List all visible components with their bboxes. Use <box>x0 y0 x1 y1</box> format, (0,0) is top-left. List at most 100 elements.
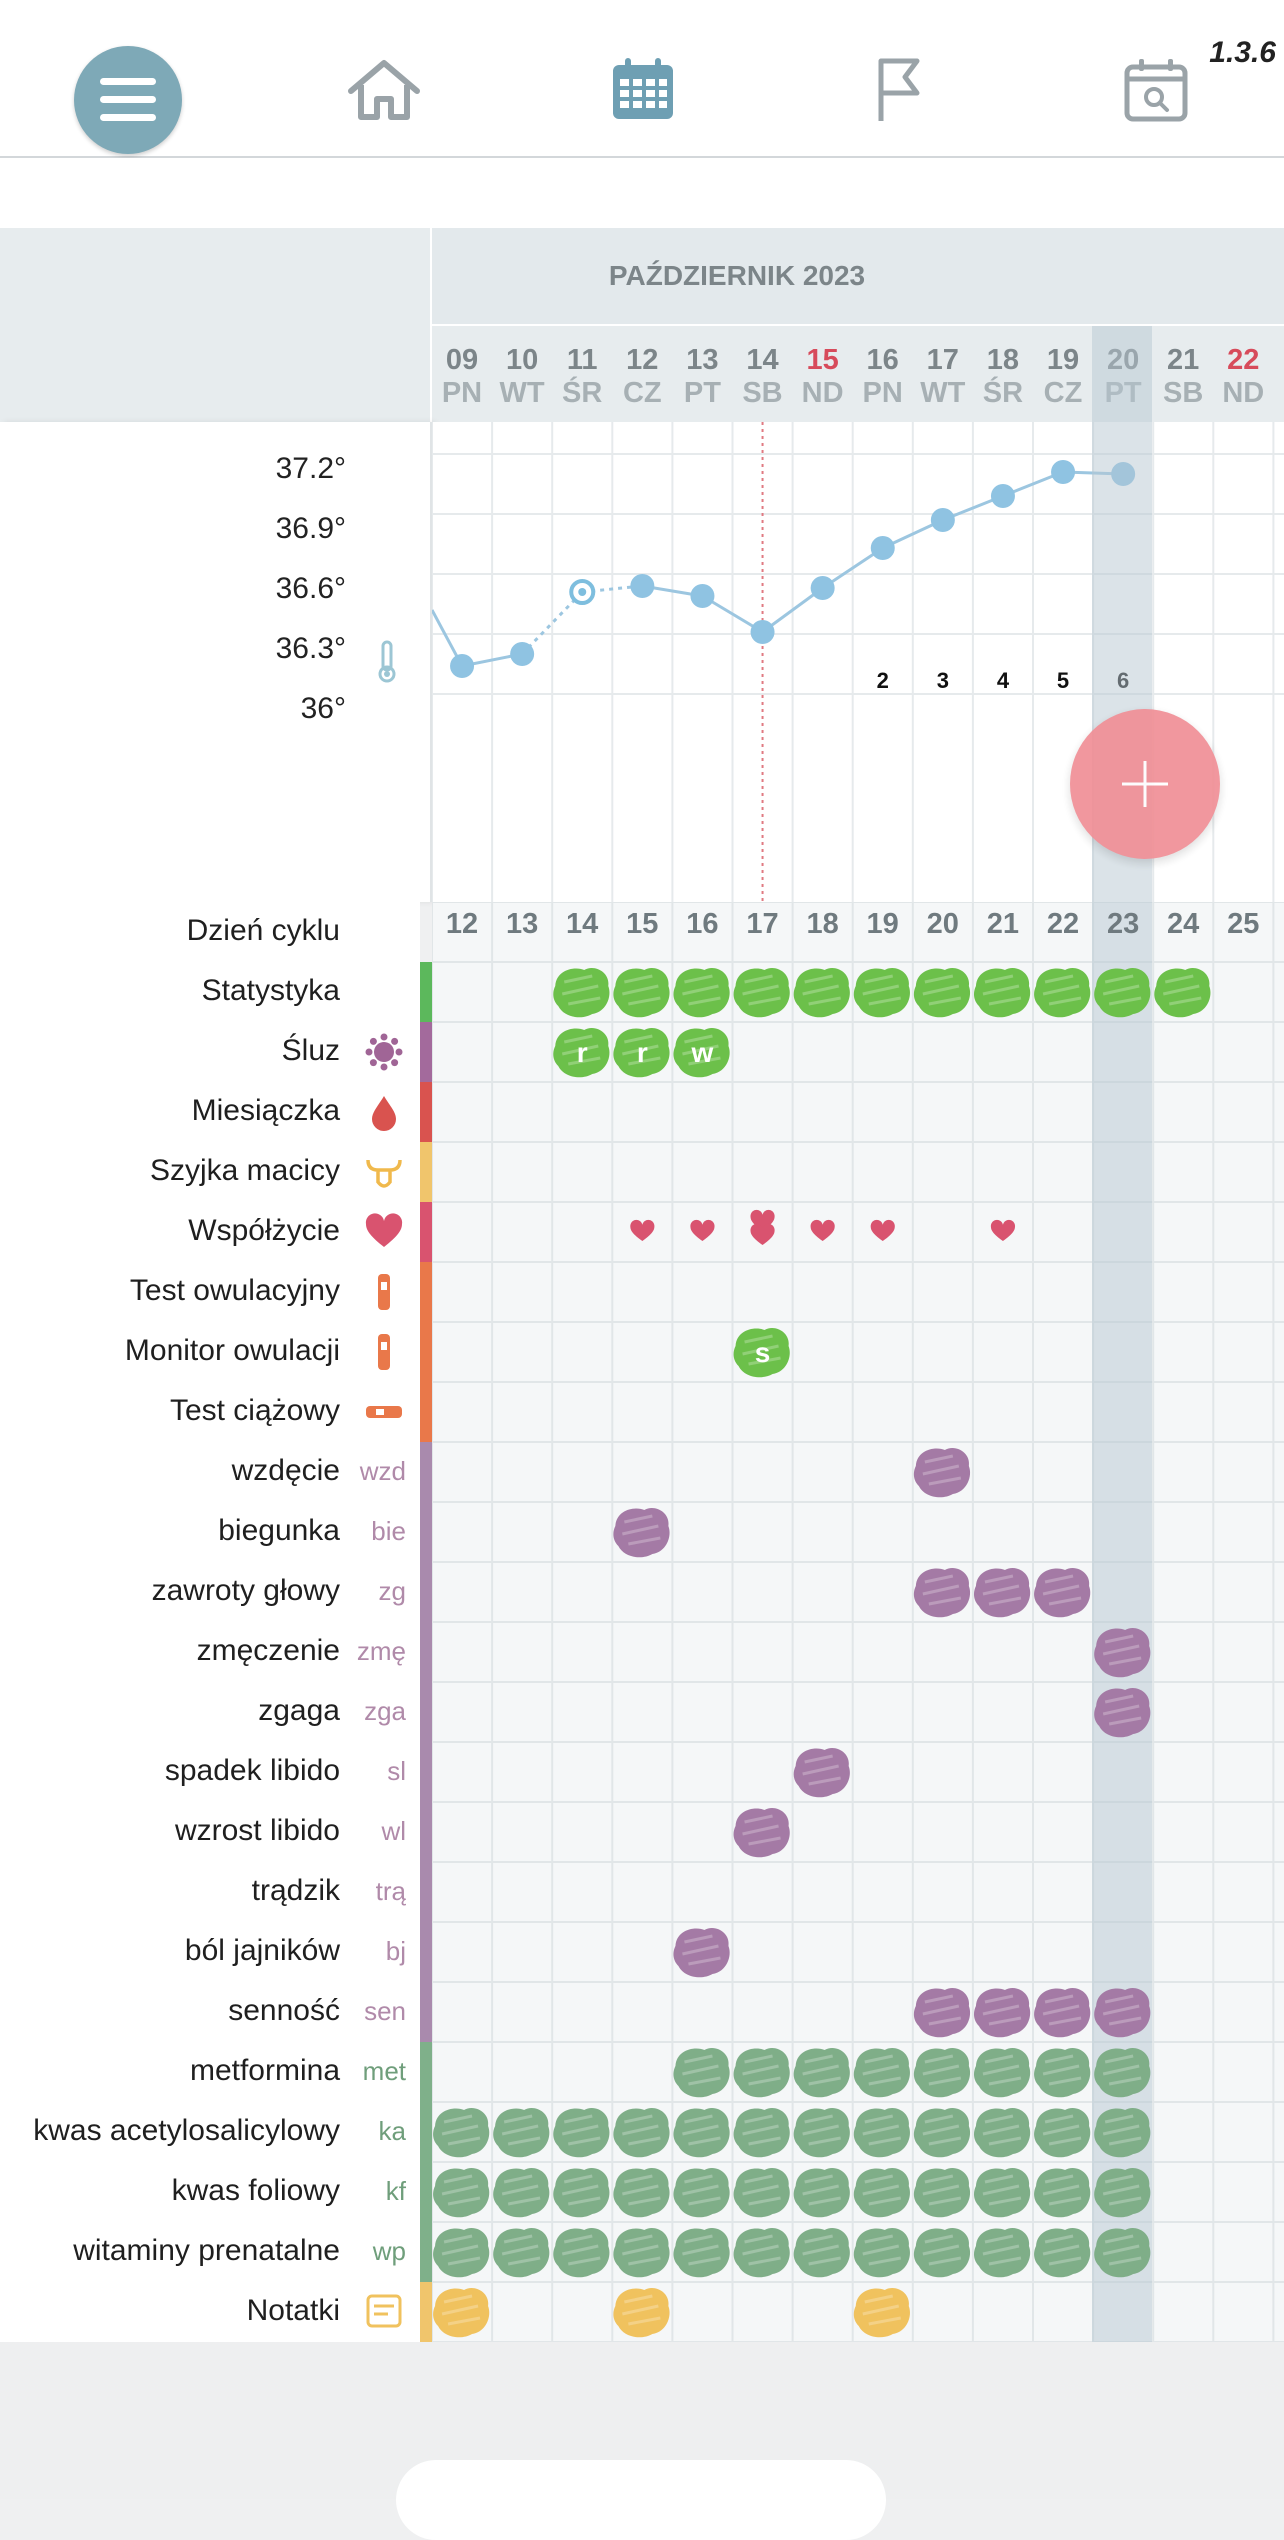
intercourse-heart <box>630 1219 655 1241</box>
medication-mark-texture <box>742 2234 781 2266</box>
cycle-day-cell: 14 <box>566 908 599 940</box>
month-title: PAŹDZIERNIK 2023 <box>608 260 866 291</box>
row-9[interactable]: biegunka bie <box>0 1502 420 1564</box>
medication-mark-texture <box>501 2234 541 2266</box>
row-1[interactable]: Śluz <box>0 1022 420 1084</box>
medication-mark <box>493 2167 550 2218</box>
medication-mark <box>853 2107 910 2158</box>
date-cell[interactable]: 13 PT <box>672 326 732 420</box>
row-8[interactable]: wzdęcie wzd <box>0 1442 420 1504</box>
mucus-letter: r <box>577 1037 588 1068</box>
row-14[interactable]: wzrost libido wl <box>0 1802 420 1864</box>
medication-mark-texture <box>802 2114 841 2146</box>
date-number: 15 <box>806 344 839 376</box>
medication-mark-shape <box>613 2227 670 2278</box>
row-18[interactable]: metformina met <box>0 2042 420 2104</box>
date-cell[interactable]: 18 ŚR <box>973 326 1033 420</box>
medication-mark-texture <box>1042 2174 1082 2206</box>
medication-mark <box>793 2227 850 2278</box>
row-label: biegunka <box>218 1514 340 1547</box>
medication-mark-shape <box>673 2107 730 2158</box>
row-21[interactable]: witaminy prenatalne wp <box>0 2222 420 2284</box>
home-button[interactable] <box>339 45 429 135</box>
row-label: Dzień cyklu <box>186 914 340 947</box>
date-number: 12 <box>626 344 659 376</box>
row-6[interactable]: Monitor owulacji <box>0 1322 420 1384</box>
row-color-strip <box>420 1262 432 1322</box>
row-abbreviation: sen <box>364 1996 406 2026</box>
app-version: 1.3.6 <box>1209 36 1276 69</box>
row-abbreviation: bie <box>371 1516 406 1546</box>
date-cell[interactable]: 16 PN <box>853 326 913 420</box>
medication-mark-texture <box>802 2054 841 2086</box>
row-17[interactable]: senność sen <box>0 1982 420 2044</box>
date-cell[interactable]: 11 ŚR <box>552 326 612 420</box>
medication-mark <box>793 2167 850 2218</box>
symptom-mark-shape <box>1094 1987 1151 2038</box>
statistics-mark <box>673 967 730 1018</box>
row-12[interactable]: zgaga zga <box>0 1682 420 1744</box>
row-22[interactable]: Notatki <box>0 2282 420 2344</box>
row-label: senność <box>228 1994 340 2027</box>
symptom-mark <box>1034 1567 1091 1618</box>
date-cell[interactable]: 22 ND <box>1213 326 1273 420</box>
row-16[interactable]: ból jajników bj <box>0 1922 420 1984</box>
mucus-mark-texture <box>622 1034 661 1066</box>
date-cell[interactable]: 14 SB <box>733 326 793 420</box>
medication-mark <box>913 2227 971 2278</box>
row-abbreviation: zmę <box>356 1636 406 1666</box>
medication-mark <box>673 2047 730 2098</box>
row-label: zgaga <box>258 1694 340 1727</box>
cycle-day-cell: 17 <box>746 908 779 940</box>
date-cell[interactable]: 17 WT <box>913 326 973 420</box>
row-icon <box>364 1392 404 1432</box>
row-color-strip <box>420 1442 432 1502</box>
menu-button[interactable] <box>74 46 182 154</box>
temperature-chart[interactable]: 23456 <box>430 422 1284 902</box>
symptom-mark-shape <box>613 1507 670 1558</box>
date-cell[interactable]: 12 CZ <box>612 326 672 420</box>
row-13[interactable]: spadek libido sl <box>0 1742 420 1804</box>
row-7[interactable]: Test ciążowy <box>0 1382 420 1444</box>
date-cell[interactable]: 09 PN <box>432 326 492 420</box>
medication-mark <box>913 2047 971 2098</box>
row-0[interactable]: Statystyka <box>0 962 420 1024</box>
date-cell[interactable]: 15 ND <box>793 326 853 420</box>
statistics-mark-shape <box>673 967 730 1018</box>
row-2[interactable]: Miesiączka <box>0 1082 420 1144</box>
row-color-strip <box>420 1922 432 1982</box>
cycle-day-cell: 21 <box>986 908 1020 940</box>
weekday-label: ND <box>801 377 844 409</box>
calendar-button[interactable] <box>598 45 688 135</box>
statistics-mark-shape <box>733 967 790 1018</box>
row-color-strip <box>420 1202 432 1262</box>
statistics-mark-shape <box>613 967 670 1018</box>
date-cell[interactable]: 10 WT <box>492 326 552 420</box>
row-abbreviation: kf <box>385 2176 406 2206</box>
row-15[interactable]: trądzik trą <box>0 1862 420 1924</box>
row-5[interactable]: Test owulacyjny <box>0 1262 420 1324</box>
statistics-mark <box>1154 967 1211 1018</box>
row-label: Notatki <box>246 2294 340 2327</box>
row-abbreviation: bj <box>385 1936 406 1966</box>
calendar-search-button[interactable] <box>1111 45 1201 135</box>
row-19[interactable]: kwas acetylosalicylowy ka <box>0 2102 420 2164</box>
date-cell[interactable]: 19 CZ <box>1033 326 1093 420</box>
add-entry-button[interactable] <box>1070 709 1220 859</box>
medication-mark-shape <box>433 2107 490 2158</box>
row-20[interactable]: kwas foliowy kf <box>0 2162 420 2224</box>
symptom-mark <box>913 1567 971 1618</box>
row-10[interactable]: zawroty głowy zg <box>0 1562 420 1624</box>
note-mark <box>853 2287 910 2338</box>
medication-mark <box>1034 2047 1091 2098</box>
symptom-mark <box>793 1747 850 1798</box>
ovulation-test-icon <box>378 1274 390 1310</box>
row-3[interactable]: Szyjka macicy <box>0 1142 420 1204</box>
statistics-mark <box>853 967 910 1018</box>
date-cell[interactable]: 21 SB <box>1153 326 1213 420</box>
flag-button[interactable] <box>854 45 944 135</box>
row-4[interactable]: Współżycie <box>0 1202 420 1264</box>
row-11[interactable]: zmęczenie zmę <box>0 1622 420 1684</box>
bottom-sheet-handle[interactable] <box>396 2460 886 2540</box>
mucus-letter: r <box>637 1037 648 1068</box>
